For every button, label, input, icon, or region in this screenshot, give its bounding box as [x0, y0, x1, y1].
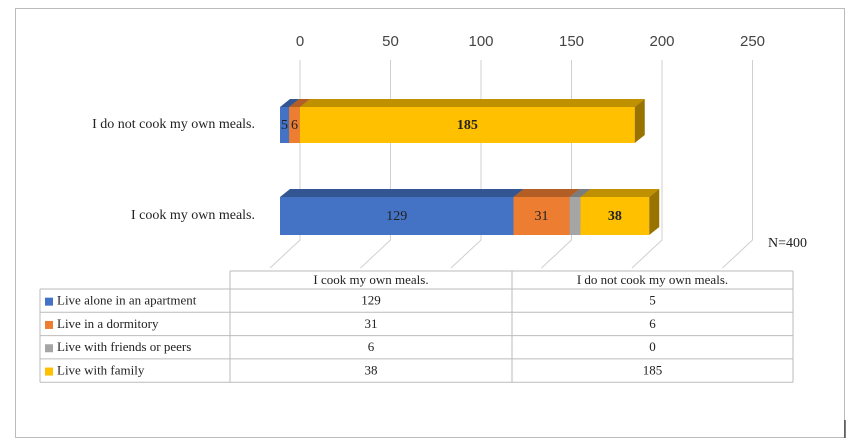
bar-top — [280, 189, 524, 197]
bar-side — [649, 189, 660, 235]
grid-line — [541, 60, 572, 269]
bar-top — [513, 189, 580, 197]
bar — [513, 197, 570, 235]
legend-key — [45, 297, 53, 306]
data-label: 129 — [386, 209, 407, 224]
bar — [280, 197, 514, 235]
x-tick-label: 200 — [649, 33, 674, 50]
category-label: I do not cook my own meals. — [92, 117, 255, 132]
table-header: I cook my own meals. — [313, 272, 428, 287]
bar — [289, 107, 300, 143]
data-label: 31 — [535, 209, 549, 224]
bar-top — [580, 189, 660, 197]
legend-key — [45, 320, 53, 329]
legend-label: Live with family — [57, 363, 145, 378]
table-cell: 38 — [365, 363, 378, 378]
table-cell: 185 — [643, 363, 663, 378]
table-cell: 31 — [365, 316, 378, 331]
grid-line — [269, 60, 301, 269]
legend-label: Live alone in an apartment — [57, 293, 197, 308]
bar-top — [299, 99, 645, 107]
table-cell: 6 — [649, 316, 656, 331]
grid-line — [450, 60, 482, 269]
legend-key — [45, 344, 53, 353]
table-cell: 129 — [361, 293, 381, 308]
x-tick-label: 250 — [740, 33, 765, 50]
bar-top — [280, 99, 300, 107]
data-label: 5 — [281, 118, 288, 133]
chart-frame — [15, 8, 845, 438]
bar — [280, 107, 290, 143]
data-label: 6 — [291, 118, 298, 133]
data-label: 38 — [608, 209, 622, 224]
x-tick-label: 100 — [468, 33, 493, 50]
grid-line — [722, 60, 753, 269]
x-tick-label: 50 — [382, 33, 399, 50]
table-cell: 5 — [649, 293, 656, 308]
bar — [569, 197, 581, 235]
table-cell: 6 — [368, 339, 375, 354]
table-header: I do not cook my own meals. — [577, 272, 728, 287]
grid-line — [360, 60, 391, 269]
grid-line — [631, 60, 663, 269]
bar — [299, 107, 635, 143]
x-tick-label: 0 — [296, 33, 304, 50]
annotation: N=400 — [768, 236, 807, 251]
legend-key — [45, 367, 53, 376]
legend-label: Live with friends or peers — [57, 339, 191, 354]
bar — [580, 197, 650, 235]
bar-top — [569, 189, 591, 197]
data-label: 185 — [457, 118, 478, 133]
bar-top — [289, 99, 310, 107]
x-tick-label: 150 — [559, 33, 584, 50]
bar-side — [634, 99, 645, 143]
category-label: I cook my own meals. — [131, 208, 255, 223]
table-cell: 0 — [649, 339, 656, 354]
legend-label: Live in a dormitory — [57, 316, 159, 331]
